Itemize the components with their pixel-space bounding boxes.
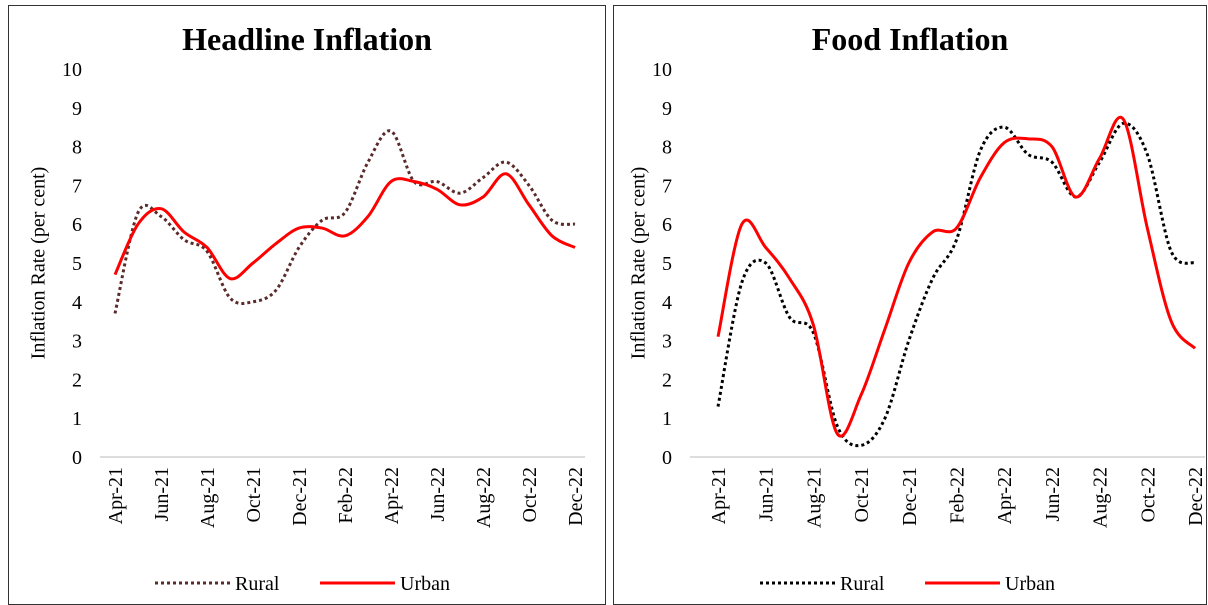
y-tick-label: 9 [72, 98, 82, 120]
x-tick-label: Dec-22 [1185, 467, 1207, 526]
y-tick-label: 3 [662, 331, 672, 353]
x-tick-label: Jun-21 [756, 467, 778, 521]
x-tick-label: Oct-21 [243, 467, 265, 523]
x-tick-label: Feb-22 [335, 467, 357, 524]
x-tick-label: Apr-21 [105, 467, 127, 524]
legend-label: Urban [1005, 573, 1055, 595]
y-tick-label: 4 [662, 292, 672, 314]
x-tick-label: Feb-22 [947, 467, 969, 524]
x-tick-label: Apr-22 [994, 467, 1016, 524]
legend-label: Rural [235, 573, 280, 595]
y-tick-label: 3 [72, 331, 82, 353]
chart-title: Headline Inflation [182, 21, 432, 57]
legend-label: Urban [400, 573, 450, 595]
y-tick-label: 8 [662, 137, 672, 159]
x-tick-label: Aug-21 [803, 467, 825, 528]
series-line [113, 129, 576, 314]
y-axis-label: Inflation Rate (per cent) [28, 167, 50, 360]
x-tick-label: Oct-21 [851, 467, 873, 523]
y-tick-label: 1 [662, 408, 672, 430]
y-tick-label: 1 [72, 408, 82, 430]
x-tick-label: Aug-22 [473, 467, 495, 528]
x-tick-label: Jun-22 [1042, 467, 1064, 521]
x-tick-label: Jun-21 [151, 467, 173, 521]
series-line [716, 115, 1197, 438]
y-tick-label: 8 [72, 137, 82, 159]
y-tick-label: 6 [72, 214, 82, 236]
series-line [113, 172, 576, 281]
x-tick-label: Jun-22 [427, 467, 449, 521]
x-tick-label: Aug-22 [1090, 467, 1112, 528]
y-tick-label: 0 [662, 447, 672, 469]
y-tick-label: 6 [662, 214, 672, 236]
y-tick-label: 0 [72, 447, 82, 469]
y-tick-label: 7 [662, 175, 672, 197]
x-tick-label: Dec-22 [565, 467, 587, 526]
y-tick-label: 10 [62, 59, 82, 81]
y-tick-label: 5 [662, 253, 672, 275]
y-tick-label: 2 [662, 369, 672, 391]
x-tick-label: Oct-22 [1137, 467, 1159, 523]
y-axis-label: Inflation Rate (per cent) [628, 167, 650, 360]
y-tick-label: 5 [72, 253, 82, 275]
y-tick-label: 9 [662, 98, 672, 120]
series-line [716, 121, 1196, 448]
legend-label: Rural [840, 573, 885, 595]
y-tick-label: 2 [72, 369, 82, 391]
x-tick-label: Dec-21 [899, 467, 921, 526]
y-tick-label: 10 [652, 59, 672, 81]
x-tick-label: Aug-21 [197, 467, 219, 528]
y-tick-label: 4 [72, 292, 82, 314]
x-tick-label: Dec-21 [289, 467, 311, 526]
x-tick-label: Apr-22 [381, 467, 403, 524]
y-tick-label: 7 [72, 175, 82, 197]
chart-title: Food Inflation [812, 21, 1009, 57]
x-tick-label: Apr-21 [708, 467, 730, 524]
x-tick-label: Oct-22 [519, 467, 541, 523]
